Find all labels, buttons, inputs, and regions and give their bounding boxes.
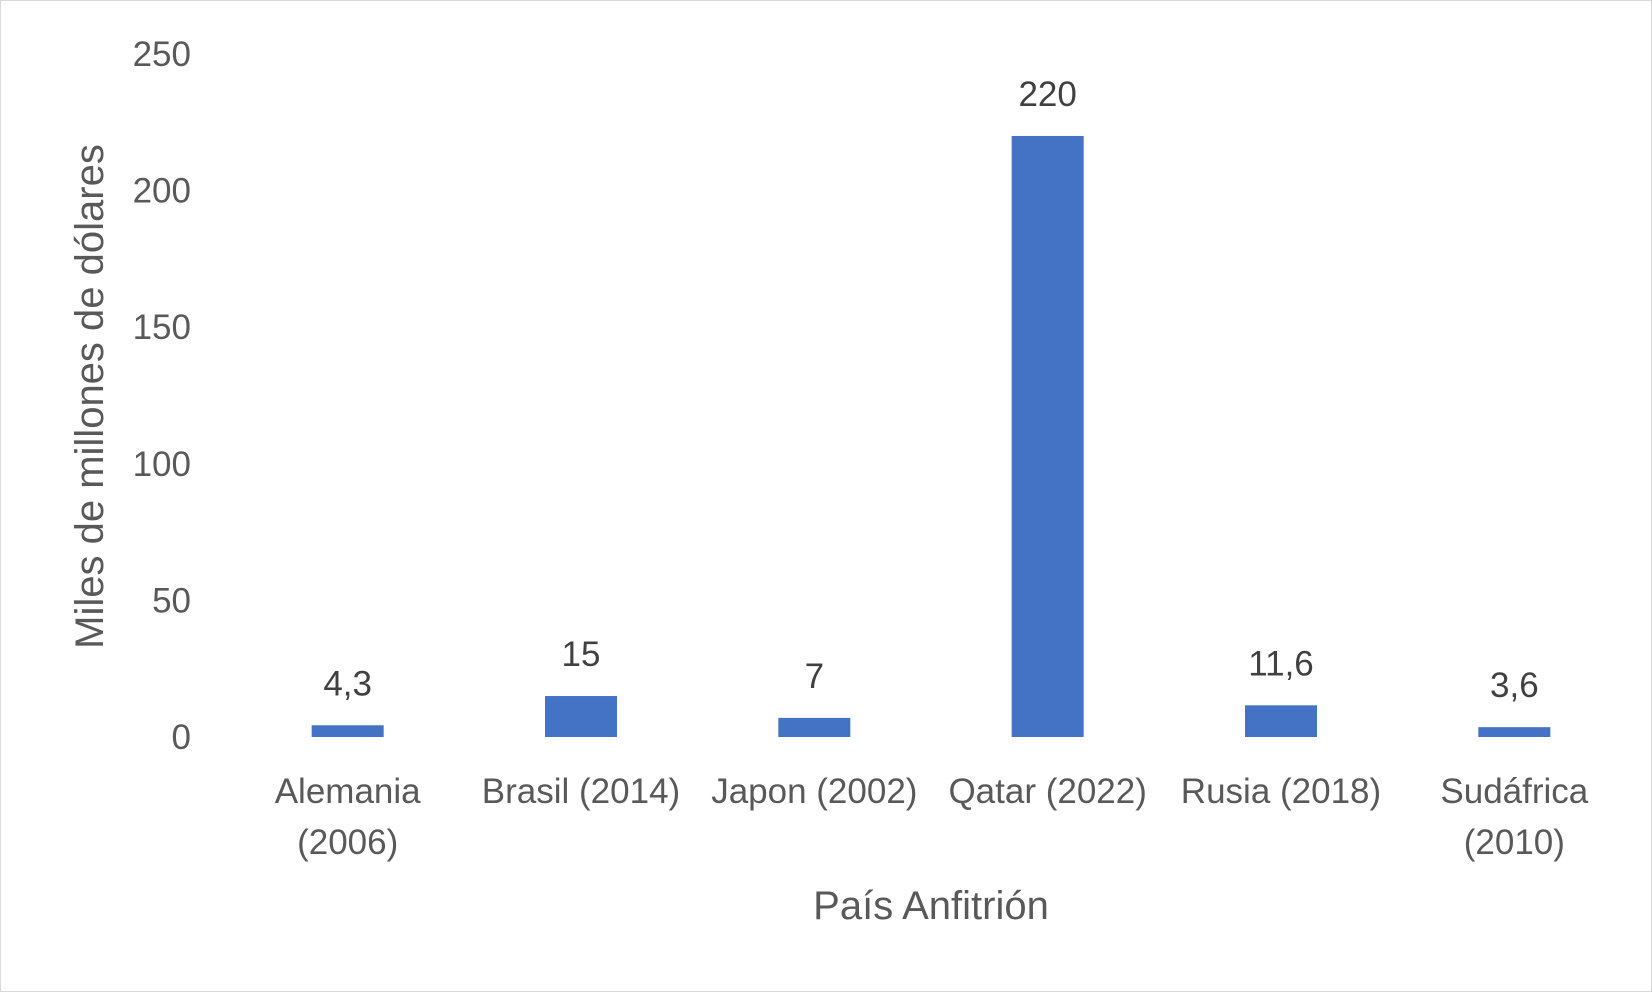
y-tick-label: 150 — [133, 308, 191, 347]
y-tick-label: 50 — [152, 581, 191, 620]
data-label: 11,6 — [1248, 644, 1314, 683]
bar — [311, 725, 384, 737]
data-label: 15 — [562, 635, 601, 674]
data-label: 7 — [805, 657, 824, 696]
bar — [778, 717, 851, 737]
y-tick-label: 250 — [133, 35, 191, 74]
x-axis-category-labels: Alemania (2006) Brasil (2014) Japon (2002) Q… — [275, 772, 1589, 862]
category-label: Japon (2002) — [711, 772, 917, 811]
category-label: Sudáfrica (2010) — [1440, 772, 1588, 862]
y-tick-label: 100 — [133, 445, 191, 484]
data-label: 3,6 — [1490, 666, 1539, 705]
data-label: 4,3 — [323, 664, 372, 703]
x-axis-title: País Anfitrión — [813, 884, 1049, 928]
category-label: Rusia (2018) — [1181, 772, 1381, 811]
y-tick-label: 0 — [172, 718, 191, 757]
category-label: Qatar (2022) — [948, 772, 1146, 811]
category-label: Alemania (2006) — [275, 772, 421, 862]
y-tick-label: 200 — [133, 172, 191, 211]
bars — [311, 135, 1551, 737]
data-label: 220 — [1018, 75, 1076, 114]
y-axis-tick-labels: 0 50 100 150 200 250 — [133, 35, 191, 757]
bar — [1478, 727, 1551, 737]
category-label: Brasil (2014) — [482, 772, 680, 811]
bar — [1011, 135, 1084, 737]
bar — [1245, 705, 1317, 737]
y-axis-title: Miles de millones de dólares — [68, 144, 112, 649]
data-labels: 4,3 15 7 220 11,6 3,6 — [323, 75, 1538, 705]
bar — [545, 696, 617, 737]
